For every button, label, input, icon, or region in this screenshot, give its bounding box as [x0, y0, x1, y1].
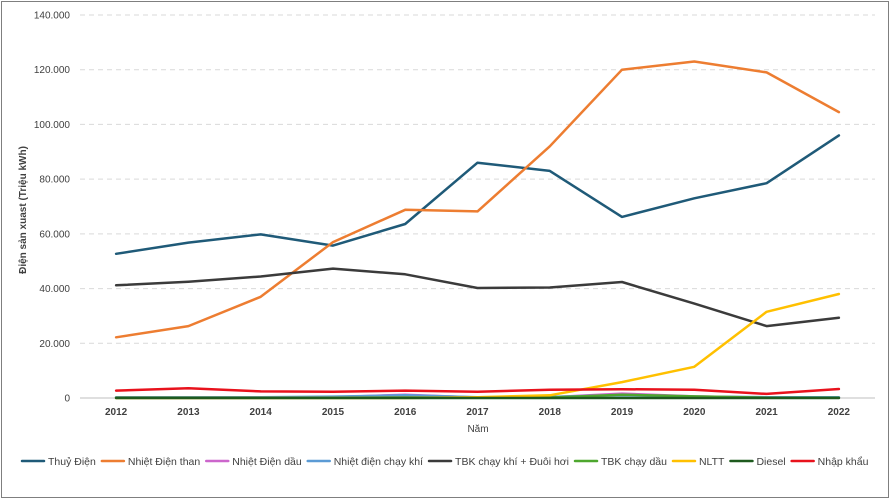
x-tick-label: 2015	[322, 407, 345, 418]
x-axis-ticks: 2012 2013 2014 2015 2016 2017 2018 2019 2020 2021…	[105, 407, 850, 418]
y-tick-label: 0	[64, 394, 70, 405]
legend-item: TBK chạy khí + Đuôi hơi	[427, 456, 569, 468]
legend-item: Nhiệt Điện dầu	[205, 456, 302, 468]
y-tick-label: 40.000	[39, 284, 70, 295]
series-line-0	[114, 134, 841, 256]
x-tick-label: 2019	[611, 407, 634, 418]
y-tick-label: 100.000	[34, 120, 71, 131]
legend-label: Nhiệt điện chạy khí	[334, 456, 423, 468]
legend-item: Nhiệt Điện than	[100, 456, 201, 468]
series-lines	[114, 60, 841, 400]
legend-item: Thuỷ Điện	[20, 456, 96, 468]
series-line-6	[114, 292, 841, 400]
y-tick-label: 80.000	[39, 175, 70, 186]
legend-label: TBK chạy dầu	[601, 456, 667, 468]
x-tick-label: 2012	[105, 407, 128, 418]
legend-item: Nhập khẩu	[790, 456, 869, 468]
legend-label: Nhiệt Điện dầu	[232, 456, 302, 468]
legend-label: Nhiệt Điện than	[128, 456, 201, 468]
legend-item: NLTT	[671, 456, 725, 468]
series-line-1	[114, 60, 841, 339]
y-tick-label: 120.000	[34, 65, 71, 76]
y-axis-ticks: 0 20.000 40.000 60.000 80.000 100.000 120.000 1…	[34, 11, 71, 405]
y-tick-label: 60.000	[39, 229, 70, 240]
legend-label: Thuỷ Điện	[48, 456, 96, 468]
y-axis-title: Điện sản xuast (Triệu kWh)	[18, 146, 29, 274]
legend-label: Diesel	[756, 456, 785, 468]
legend-label: TBK chạy khí + Đuôi hơi	[455, 456, 569, 468]
x-tick-label: 2022	[828, 407, 851, 418]
legend-label: Nhập khẩu	[818, 456, 869, 468]
y-tick-label: 20.000	[39, 339, 70, 350]
x-tick-label: 2017	[466, 407, 489, 418]
x-tick-label: 2016	[394, 407, 417, 418]
x-tick-label: 2020	[683, 407, 706, 418]
x-tick-label: 2014	[250, 407, 273, 418]
legend-label: NLTT	[699, 456, 725, 468]
legend-item: Diesel	[729, 456, 786, 468]
gridlines	[80, 14, 875, 399]
legend-item: Nhiệt điện chạy khí	[306, 456, 423, 468]
legend-item: TBK chạy dầu	[573, 456, 667, 468]
x-tick-label: 2018	[539, 407, 562, 418]
series-line-4	[114, 267, 841, 328]
x-axis-title: Năm	[467, 424, 488, 435]
y-tick-label: 140.000	[34, 11, 71, 22]
series-line-8	[114, 386, 841, 396]
x-tick-label: 2021	[755, 407, 778, 418]
x-tick-label: 2013	[177, 407, 200, 418]
legend: Thuỷ Điện Nhiệt Điện than Nhiệt Điện dầu Nh…	[20, 456, 869, 468]
